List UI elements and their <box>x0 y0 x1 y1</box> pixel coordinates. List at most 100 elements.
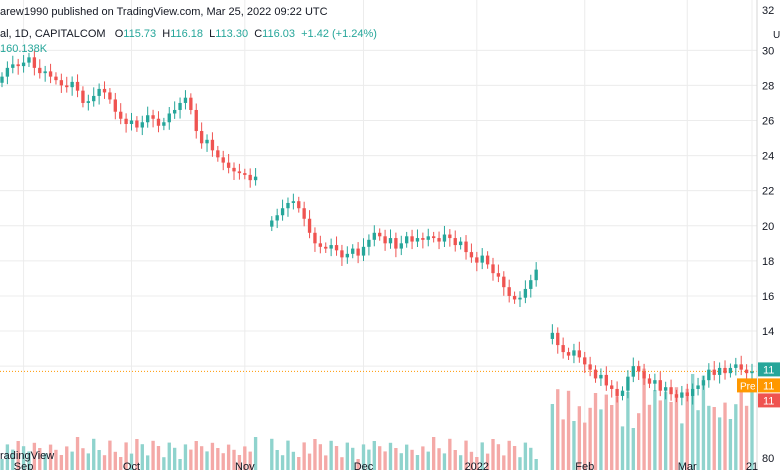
candle-body <box>146 115 150 123</box>
candle-body <box>54 76 58 81</box>
volume-bar <box>491 439 495 470</box>
volume-bar <box>421 446 425 470</box>
volume-bar <box>583 422 587 470</box>
volume-bar <box>178 459 182 470</box>
candle-body <box>221 157 225 163</box>
low-value: 113.30 <box>215 28 249 40</box>
volume-bar <box>415 455 420 470</box>
volume-bar <box>291 451 296 470</box>
volume-bar <box>172 447 177 470</box>
candle-body <box>604 374 608 386</box>
candle-body <box>469 252 474 258</box>
volume-bar <box>588 407 592 470</box>
volume-bar <box>523 442 528 470</box>
candle-body <box>216 150 220 158</box>
candle-body <box>135 120 139 128</box>
time-tick-label: Dec <box>354 461 374 470</box>
candle-body <box>496 273 501 277</box>
candle-body <box>534 269 538 281</box>
candle-body <box>119 111 123 119</box>
price-tick-label: 16 <box>762 291 774 303</box>
candle-body <box>5 67 10 77</box>
candle-body <box>324 246 328 249</box>
volume-bar <box>75 437 80 470</box>
volume-bar <box>297 457 301 470</box>
currency-label: U <box>773 30 780 41</box>
volume-bar <box>253 437 258 470</box>
candle-body <box>529 280 533 289</box>
volume-bar <box>717 417 722 470</box>
candle-body <box>707 369 711 381</box>
volume-bar <box>146 455 150 470</box>
volume-bar <box>194 441 198 470</box>
tradingview-logo[interactable]: radingView <box>0 450 54 462</box>
candle-body <box>680 392 684 398</box>
candle-body <box>512 295 517 300</box>
volume-bar <box>199 446 204 470</box>
volume-bar <box>690 374 695 470</box>
candle-body <box>410 236 414 242</box>
grid-lines <box>0 0 757 470</box>
volume-bar <box>129 453 134 470</box>
price-badge-label: 11 <box>763 364 774 376</box>
volume-bar <box>0 459 4 470</box>
candle-body <box>696 385 700 389</box>
candle-body <box>647 378 652 384</box>
volume-bar <box>226 444 231 470</box>
volume-bar <box>437 448 441 470</box>
volume-bar <box>561 419 565 470</box>
volume-bar <box>151 440 155 470</box>
close-label: C <box>254 28 263 40</box>
volume-bar <box>669 402 673 470</box>
price-tick-label: 20 <box>762 221 774 233</box>
candle-body <box>108 92 112 100</box>
close-value: 116.03 <box>262 28 295 40</box>
price-tick-label: 22 <box>762 186 774 198</box>
volume-bar <box>556 389 560 470</box>
volume-bar <box>275 450 279 470</box>
candle-body <box>92 95 96 102</box>
volume-bar <box>388 442 393 470</box>
candle-body <box>523 288 528 298</box>
candle-body <box>588 364 592 370</box>
volume-bar <box>458 455 463 470</box>
candle-body <box>253 176 258 181</box>
volume-bar <box>324 455 328 470</box>
candle-body <box>361 246 366 256</box>
candle-body <box>475 257 479 263</box>
volume-bar <box>448 438 452 470</box>
volume-bar <box>16 441 20 470</box>
candle-body <box>663 387 668 391</box>
volume-bar <box>286 440 290 470</box>
candle-body <box>658 380 662 391</box>
time-tick-label: 21 <box>746 461 758 470</box>
volume-bar <box>302 442 306 470</box>
symbol-legend[interactable]: al, 1D, CAPITALCOM O115.73 H116.18 L113.… <box>0 28 377 40</box>
candle-body <box>302 208 306 219</box>
candle-body <box>367 239 371 247</box>
time-axis[interactable]: Sep Oct Nov Dec 2022 Feb Mar 21 <box>14 461 758 470</box>
volume-axis-label: 80 <box>762 453 774 465</box>
candle-body <box>577 350 582 358</box>
price-badge <box>758 362 780 377</box>
candle-body <box>65 85 69 88</box>
volume-bar <box>329 440 333 470</box>
candle-body <box>162 122 166 126</box>
candle-body <box>38 67 42 74</box>
candle-body <box>712 369 716 375</box>
candle-body <box>615 388 619 396</box>
candle-body <box>491 264 495 274</box>
price-badge-label: 11 <box>763 380 774 392</box>
volume-bar <box>610 405 614 470</box>
volume-bar <box>642 368 646 470</box>
candle-body <box>550 332 555 339</box>
candle-body <box>243 173 247 175</box>
volume-bar <box>216 448 220 470</box>
open-value: 115.73 <box>123 28 157 40</box>
price-axis[interactable]: 3028262422201816141232U80 <box>762 5 780 465</box>
candle-body <box>32 57 37 68</box>
candle-body <box>566 352 571 356</box>
volume-bar <box>32 442 37 470</box>
